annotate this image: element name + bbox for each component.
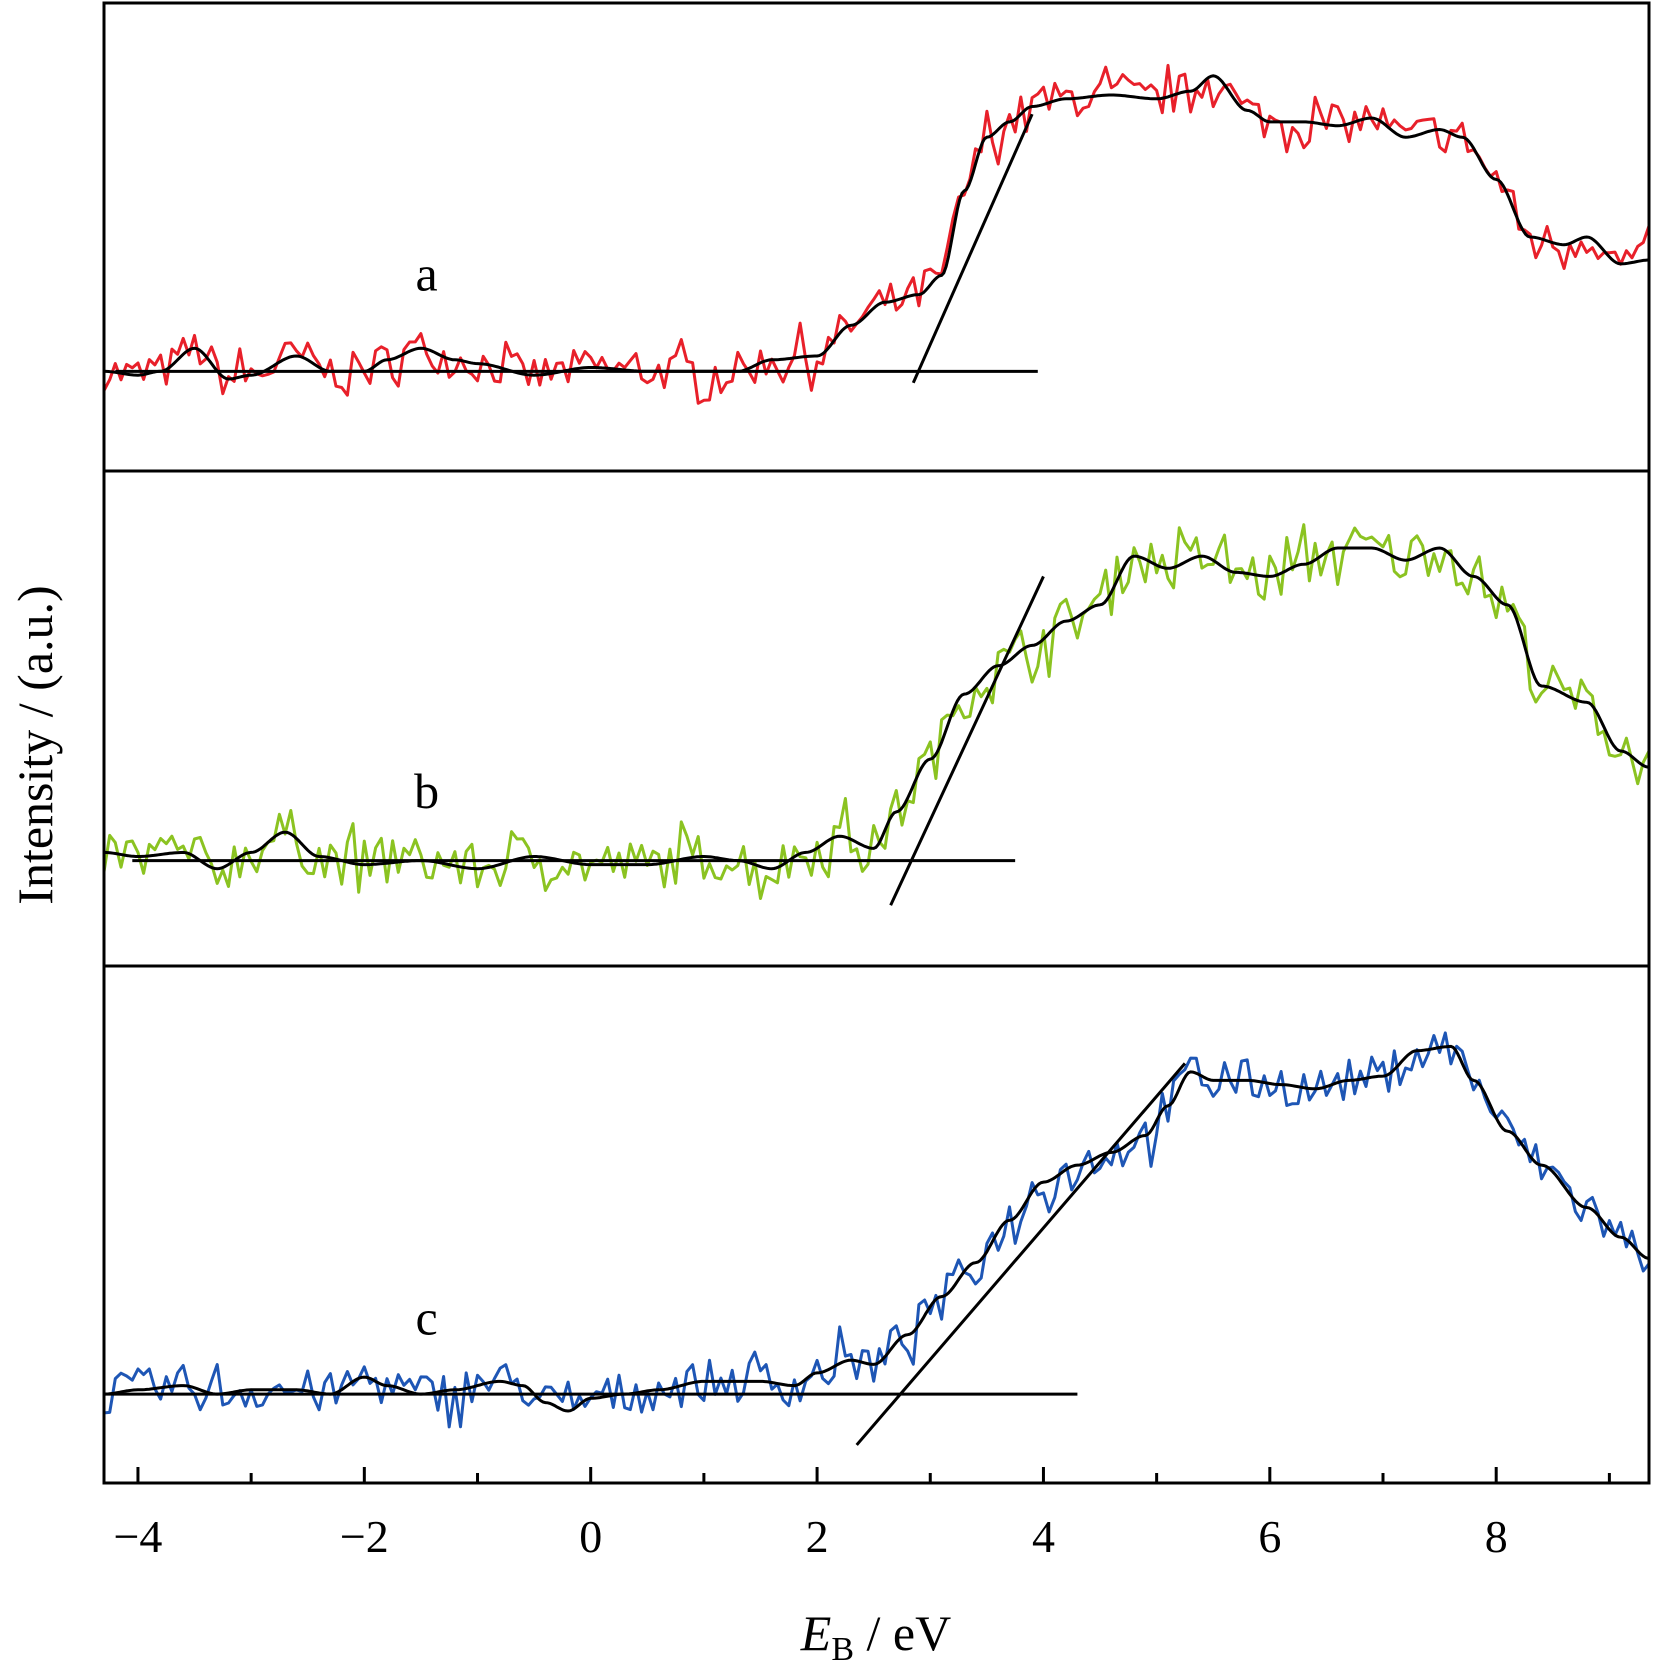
curve-label-a: a [415, 246, 437, 302]
x-tick-label: 6 [1258, 1511, 1281, 1562]
x-tick-label: −4 [113, 1511, 162, 1562]
x-axis-label-unit: / eV [854, 1605, 951, 1661]
x-axis-label: EB / eV [800, 1605, 951, 1668]
x-tick-label: 2 [806, 1511, 829, 1562]
onset-tangent-b [889, 575, 1045, 906]
chart-panels: a b c [104, 63, 1649, 1446]
x-tick-label: 8 [1485, 1511, 1508, 1562]
panel-b [104, 523, 1649, 906]
x-axis-ticks: −4 −2 0 2 4 6 8 [113, 1467, 1611, 1562]
x-axis-label-symbol: E [800, 1605, 832, 1661]
x-tick-label: 0 [579, 1511, 602, 1562]
raw-spectrum-a [104, 63, 1649, 405]
x-axis-label-subscript: B [831, 1631, 854, 1668]
curve-label-b: b [414, 763, 439, 819]
curve-label-c: c [415, 1290, 437, 1346]
plot-frame [102, 1, 1651, 1485]
raw-spectrum-c [104, 1031, 1649, 1429]
panel-c [104, 1031, 1649, 1446]
x-tick-label: 4 [1032, 1511, 1055, 1562]
raw-spectrum-b [104, 523, 1649, 900]
panel-a [104, 63, 1649, 405]
onset-tangent-a [911, 113, 1034, 384]
smoothed-spectrum-c [104, 1044, 1649, 1413]
smoothed-spectrum-b [104, 546, 1649, 871]
onset-tangent-c [855, 1062, 1187, 1446]
x-tick-label: −2 [340, 1511, 389, 1562]
y-axis-label: Intensity / (a.u.) [7, 585, 63, 904]
